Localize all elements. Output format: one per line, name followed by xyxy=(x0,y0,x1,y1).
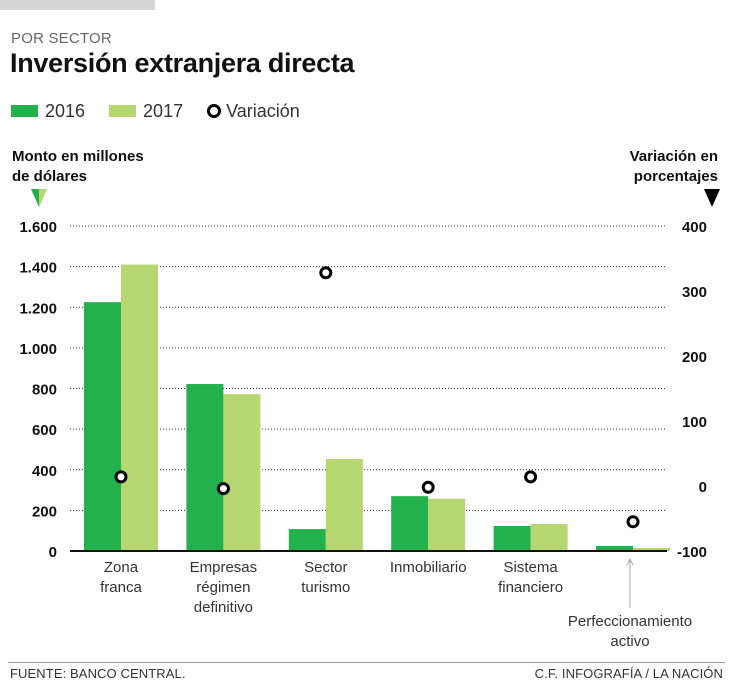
variation-point xyxy=(114,470,128,484)
category-label: franca xyxy=(100,579,142,596)
variation-point xyxy=(216,482,230,496)
right-axis-triangle-icon xyxy=(704,189,720,207)
variation-point xyxy=(421,480,435,494)
bar-2017 xyxy=(223,394,261,551)
right-axis-title: Variación en porcentajes xyxy=(630,147,718,187)
category-label: definitivo xyxy=(194,599,253,616)
bar-2016 xyxy=(84,302,121,551)
chart-kicker: POR SECTOR xyxy=(11,30,112,47)
right-axis-title-line1: Variación en xyxy=(629,148,718,165)
y2-tick-label: 400 xyxy=(682,219,707,236)
category-label: Sistema xyxy=(504,559,559,576)
bar-2016 xyxy=(493,526,531,551)
y-tick-label: 400 xyxy=(32,463,57,480)
bar-2016 xyxy=(186,384,224,551)
variation-point xyxy=(626,515,640,529)
left-axis-triangle-half-icon xyxy=(39,189,47,207)
legend-swatch-2016 xyxy=(11,105,38,117)
category-label: financiero xyxy=(498,579,563,596)
bar-2016 xyxy=(391,496,429,551)
y2-tick-label: -100 xyxy=(677,544,707,561)
left-axis-title-line2: de dólares xyxy=(12,168,88,185)
y-tick-label: 0 xyxy=(49,544,57,561)
y-tick-label: 200 xyxy=(32,503,57,520)
category-label: Perfeccionamiento xyxy=(568,613,692,630)
variation-point xyxy=(524,470,538,484)
y-tick-label: 600 xyxy=(32,422,57,439)
legend-item-2017: 2017 xyxy=(109,101,183,122)
footer-credit: C.F. INFOGRAFÍA / LA NACIÓN xyxy=(534,666,723,681)
bar-2017 xyxy=(121,264,158,551)
legend-swatch-2017 xyxy=(109,105,137,117)
y-tick-label: 800 xyxy=(32,382,57,399)
y2-tick-label: 300 xyxy=(682,284,707,301)
footer-source: FUENTE: BANCO CENTRAL. xyxy=(10,666,186,681)
circle-icon xyxy=(207,104,222,118)
legend-item-variacion: Variación xyxy=(207,101,300,122)
right-axis-title-line2: porcentajes xyxy=(633,168,718,185)
left-axis-title: Monto en millones de dólares xyxy=(12,147,144,187)
y-tick-label: 1.400 xyxy=(19,260,57,277)
left-axis-title-line1: Monto en millones xyxy=(12,148,144,165)
pointer-arrow-icon xyxy=(626,557,634,566)
y2-tick-label: 100 xyxy=(682,414,707,431)
legend-label-variacion: Variación xyxy=(226,100,300,121)
variation-point xyxy=(319,266,333,280)
chart-title: Inversión extranjera directa xyxy=(10,48,355,78)
category-label: régimen xyxy=(196,579,250,596)
bar-2016 xyxy=(596,545,633,551)
bar-2016 xyxy=(288,529,326,551)
y-tick-label: 1.000 xyxy=(19,341,57,358)
legend-item-2016: 2016 xyxy=(11,101,85,122)
bar-2017 xyxy=(633,547,670,551)
category-label: Zona xyxy=(104,559,139,576)
y2-tick-label: 200 xyxy=(682,349,707,366)
legend-label-2017: 2017 xyxy=(143,100,184,121)
category-label: turismo xyxy=(301,579,350,596)
bar-2017 xyxy=(428,498,466,551)
category-label: Sector xyxy=(304,559,347,576)
y-tick-label: 1.600 xyxy=(19,219,57,236)
y-tick-label: 1.200 xyxy=(19,300,57,317)
y2-tick-label: 0 xyxy=(699,479,707,496)
legend: 2016 2017 Variación xyxy=(11,100,324,122)
bar-2017 xyxy=(530,523,568,551)
category-label: Empresas xyxy=(190,559,258,576)
legend-label-2016: 2016 xyxy=(45,100,86,121)
top-decorative-bar xyxy=(0,0,155,10)
bar-2017 xyxy=(325,458,363,551)
footer-divider xyxy=(8,662,725,663)
category-label: activo xyxy=(610,633,649,650)
category-label: Inmobiliario xyxy=(390,559,467,576)
